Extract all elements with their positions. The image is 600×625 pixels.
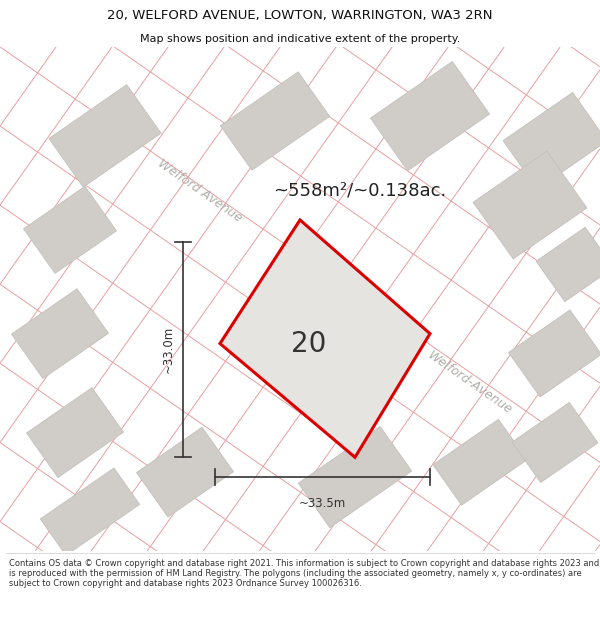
Text: ~33.0m: ~33.0m [161,326,175,373]
Text: ~558m²/~0.138ac.: ~558m²/~0.138ac. [274,181,446,199]
Polygon shape [298,426,412,528]
Polygon shape [220,220,430,458]
Polygon shape [503,92,600,189]
Polygon shape [23,186,116,273]
Polygon shape [220,72,329,170]
Polygon shape [512,402,598,482]
Polygon shape [473,151,587,259]
Text: ~33.5m: ~33.5m [299,497,346,510]
Polygon shape [370,61,490,171]
Text: Contains OS data © Crown copyright and database right 2021. This information is : Contains OS data © Crown copyright and d… [9,559,599,588]
Polygon shape [40,468,140,556]
Polygon shape [509,310,600,397]
Polygon shape [11,289,109,379]
Polygon shape [433,419,527,505]
Text: Welford Avenue: Welford Avenue [155,156,245,224]
Text: Welford-Avenue: Welford-Avenue [425,349,515,418]
Polygon shape [136,427,233,517]
Polygon shape [49,84,161,187]
Text: 20: 20 [290,329,326,357]
Polygon shape [26,388,124,478]
Polygon shape [536,227,600,302]
Text: Map shows position and indicative extent of the property.: Map shows position and indicative extent… [140,34,460,44]
Text: 20, WELFORD AVENUE, LOWTON, WARRINGTON, WA3 2RN: 20, WELFORD AVENUE, LOWTON, WARRINGTON, … [107,9,493,22]
